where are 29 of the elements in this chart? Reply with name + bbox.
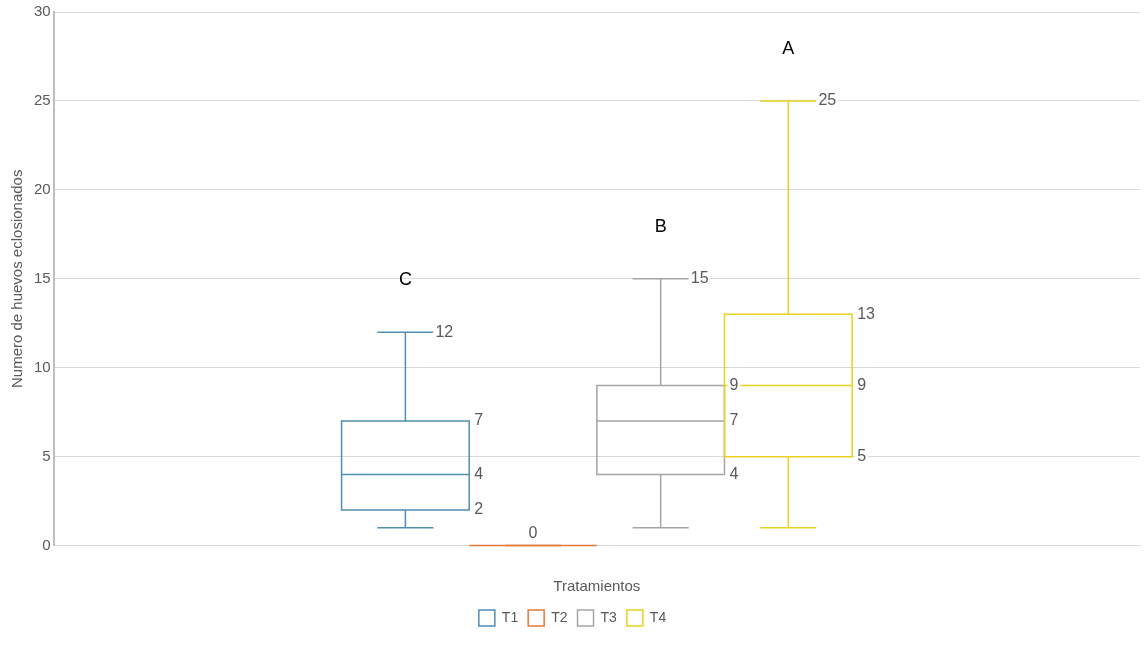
y-tick-label: 0 (42, 535, 51, 553)
annotation: 9 (729, 375, 739, 393)
legend-label: T2 (551, 608, 568, 625)
annotation: 13 (857, 304, 876, 322)
annotation: 9 (857, 375, 867, 393)
annotation: 4 (729, 464, 739, 482)
x-axis-title: Tratamientos (553, 577, 641, 595)
legend-label: T4 (649, 608, 667, 625)
y-tick-label: 25 (34, 91, 51, 109)
annotation: 7 (729, 411, 739, 429)
y-tick-label: 15 (34, 268, 51, 286)
annotation: C (398, 269, 412, 290)
legend-label: T3 (600, 608, 618, 625)
legend-label: T1 (501, 608, 519, 625)
y-tick-label: 30 (34, 2, 51, 20)
annotation: 12 (435, 322, 454, 340)
y-axis-title: Numero de huevos eclosionados (8, 169, 26, 389)
annotation: 15 (690, 269, 709, 287)
annotation: 5 (857, 447, 867, 465)
annotation: 7 (474, 411, 484, 429)
annotation: B (654, 215, 667, 236)
annotation: 4 (474, 464, 484, 482)
y-tick-label: 5 (42, 446, 51, 464)
annotation: A (782, 37, 795, 58)
annotation: 0 (528, 524, 538, 542)
annotation: 25 (818, 91, 837, 109)
y-tick-label: 20 (34, 180, 51, 198)
annotation: 2 (474, 500, 484, 518)
y-tick-label: 10 (34, 357, 51, 375)
